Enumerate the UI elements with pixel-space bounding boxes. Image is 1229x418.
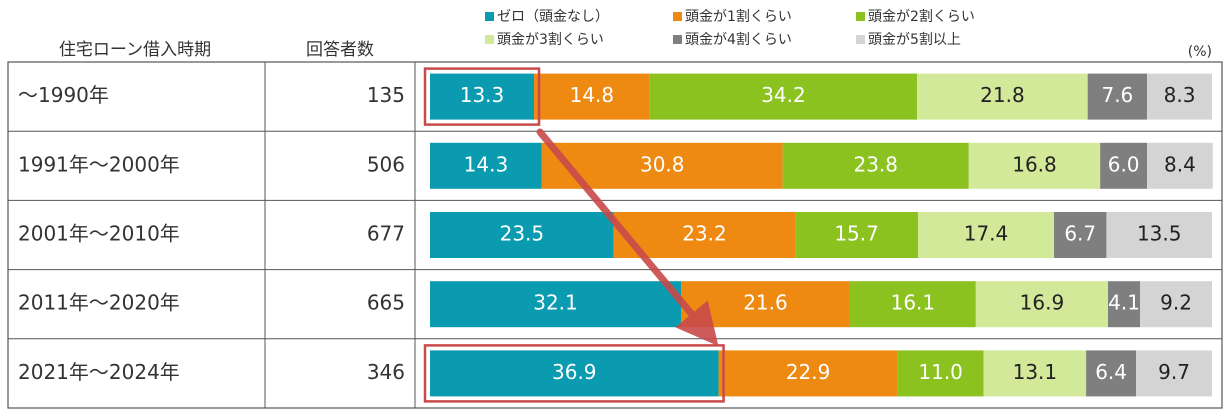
value-label: 17.4 <box>964 222 1009 246</box>
value-label: 13.3 <box>460 83 505 107</box>
respondents: 346 <box>367 360 405 384</box>
value-label: 23.8 <box>853 152 898 176</box>
bar-segment <box>1054 212 1107 258</box>
bar-segment <box>1106 212 1212 258</box>
value-label: 6.7 <box>1064 222 1096 246</box>
highlight-box <box>423 67 541 126</box>
respondents: 135 <box>367 83 405 107</box>
value-label: 13.1 <box>1013 360 1058 384</box>
bar-segment <box>1107 281 1141 328</box>
bar-segment <box>983 350 1087 397</box>
value-label: 23.5 <box>500 222 545 246</box>
value-label: 30.8 <box>640 152 685 176</box>
legend-label: 頭金が1割くらい <box>685 8 792 25</box>
bar-segment <box>795 212 918 258</box>
legend-label: 頭金が5割以上 <box>868 31 961 48</box>
bar-segment <box>975 281 1108 328</box>
bar-segment <box>1140 281 1212 328</box>
row-label: ～1990年 <box>18 83 109 107</box>
legend-swatch <box>673 12 682 21</box>
bar-segment <box>1100 142 1148 189</box>
value-label: 16.8 <box>1012 152 1057 176</box>
bar-segment <box>649 73 918 120</box>
respondents: 506 <box>367 152 405 176</box>
legend-swatch <box>673 35 682 44</box>
value-label: 4.1 <box>1108 291 1140 315</box>
value-label: 14.3 <box>464 152 509 176</box>
unit-label: (%) <box>1188 44 1212 60</box>
value-label: 22.9 <box>786 360 831 384</box>
highlight-box <box>423 344 725 403</box>
bar-segment <box>897 350 984 397</box>
legend-swatch <box>856 35 865 44</box>
value-label: 16.9 <box>1020 291 1065 315</box>
value-label: 11.0 <box>918 360 963 384</box>
value-label: 21.6 <box>743 291 788 315</box>
bar-segment <box>1147 73 1212 120</box>
value-label: 8.4 <box>1164 152 1196 176</box>
legend-swatch <box>485 35 494 44</box>
bar-segment <box>430 350 719 397</box>
value-label: 6.4 <box>1095 360 1127 384</box>
trend-arrow <box>536 128 719 347</box>
bar-segment <box>430 73 535 120</box>
bar-segment <box>849 281 976 328</box>
header: 回答者数 <box>306 40 374 60</box>
header: 住宅ローン借入時期 <box>59 40 211 60</box>
value-label: 8.3 <box>1164 83 1196 107</box>
bar-segment <box>718 350 898 397</box>
respondents: 665 <box>367 291 405 315</box>
value-label: 16.1 <box>891 291 936 315</box>
bar-segment <box>430 281 682 328</box>
value-label: 7.6 <box>1101 83 1133 107</box>
bar-segment <box>917 73 1088 120</box>
bar-segment <box>1086 350 1137 397</box>
legend-label: 頭金が3割くらい <box>497 31 604 48</box>
value-label: 9.2 <box>1160 291 1192 315</box>
value-label: 36.9 <box>552 360 597 384</box>
bar-segment <box>1136 350 1212 397</box>
row-label: 2021年～2024年 <box>18 360 180 384</box>
value-label: 21.8 <box>980 83 1025 107</box>
bar-segment <box>968 142 1101 189</box>
row-label: 1991年～2000年 <box>18 152 180 176</box>
value-label: 9.7 <box>1158 360 1190 384</box>
bar-segment <box>782 142 969 189</box>
row-label: 2001年～2010年 <box>18 222 180 246</box>
bar-segment <box>430 142 542 189</box>
table-border <box>7 61 1223 409</box>
respondents: 677 <box>367 222 405 246</box>
legend-label: 頭金が4割くらい <box>685 31 792 48</box>
bar-segment <box>613 212 796 258</box>
bar-segment <box>1147 142 1213 189</box>
value-label: 23.2 <box>682 222 727 246</box>
bar-segment <box>534 73 650 120</box>
row-label: 2011年～2020年 <box>18 291 180 315</box>
legend-swatch <box>856 12 865 21</box>
value-label: 32.1 <box>533 291 578 315</box>
value-label: 15.7 <box>834 222 879 246</box>
value-label: 14.8 <box>570 83 615 107</box>
legend-label: 頭金が2割くらい <box>868 8 975 25</box>
bar-segment <box>430 212 614 258</box>
value-label: 34.2 <box>761 83 806 107</box>
legend-label: ゼロ（頭金なし） <box>497 9 609 25</box>
value-label: 6.0 <box>1108 152 1140 176</box>
value-label: 13.5 <box>1137 222 1182 246</box>
bar-segment <box>1087 73 1148 120</box>
bar-segment <box>917 212 1055 258</box>
legend-swatch <box>485 12 494 21</box>
